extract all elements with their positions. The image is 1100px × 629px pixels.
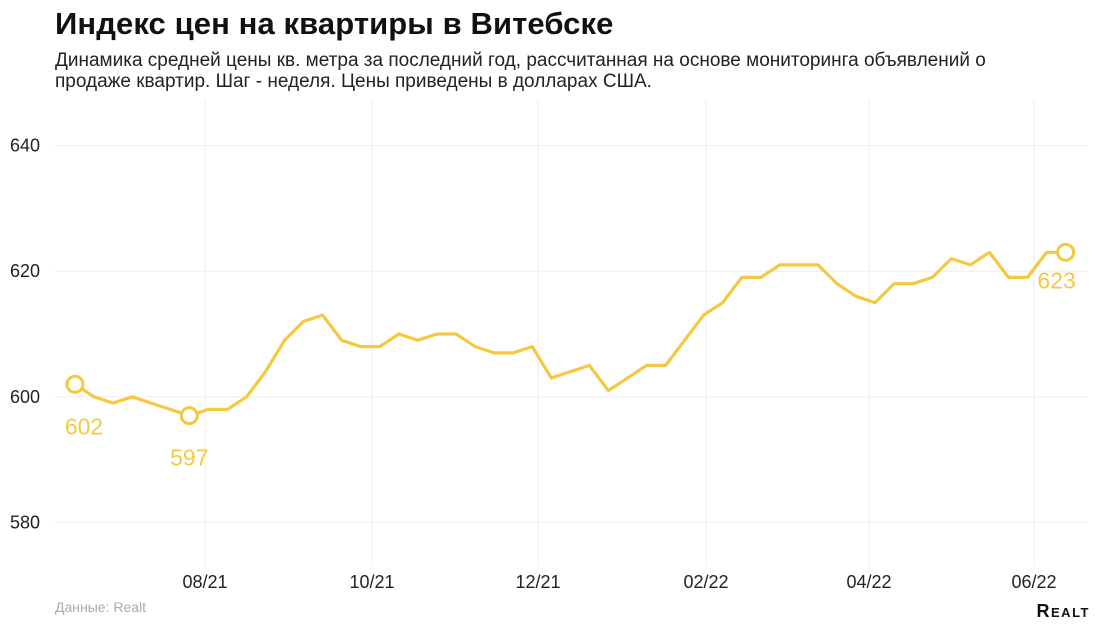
logo-rest: EALT bbox=[1051, 605, 1090, 620]
y-tick-label: 620 bbox=[10, 261, 40, 281]
data-label: 623 bbox=[1037, 267, 1075, 293]
x-tick-label: 12/21 bbox=[515, 572, 560, 592]
realt-logo: REALT bbox=[1037, 601, 1090, 622]
x-tick-label: 04/22 bbox=[846, 572, 891, 592]
series-line bbox=[73, 250, 1068, 418]
x-tick-label: 10/21 bbox=[349, 572, 394, 592]
y-tick-label: 640 bbox=[10, 136, 40, 156]
y-tick-label: 600 bbox=[10, 387, 40, 407]
data-source: Данные: Realt bbox=[55, 599, 147, 615]
data-label: 597 bbox=[170, 445, 208, 471]
data-point-marker bbox=[65, 374, 85, 394]
data-point-marker bbox=[1056, 242, 1076, 262]
x-tick-label: 02/22 bbox=[683, 572, 728, 592]
logo-letter: R bbox=[1036, 601, 1052, 621]
x-tick-label: 06/22 bbox=[1011, 572, 1056, 592]
data-label: 602 bbox=[65, 413, 103, 439]
x-tick-label: 08/21 bbox=[182, 572, 227, 592]
y-tick-label: 580 bbox=[10, 513, 40, 533]
data-point-marker bbox=[179, 406, 199, 426]
chart-title: Индекс цен на квартиры в Витебске bbox=[55, 6, 614, 41]
chart-subtitle: Динамика средней цены кв. метра за после… bbox=[55, 50, 986, 92]
